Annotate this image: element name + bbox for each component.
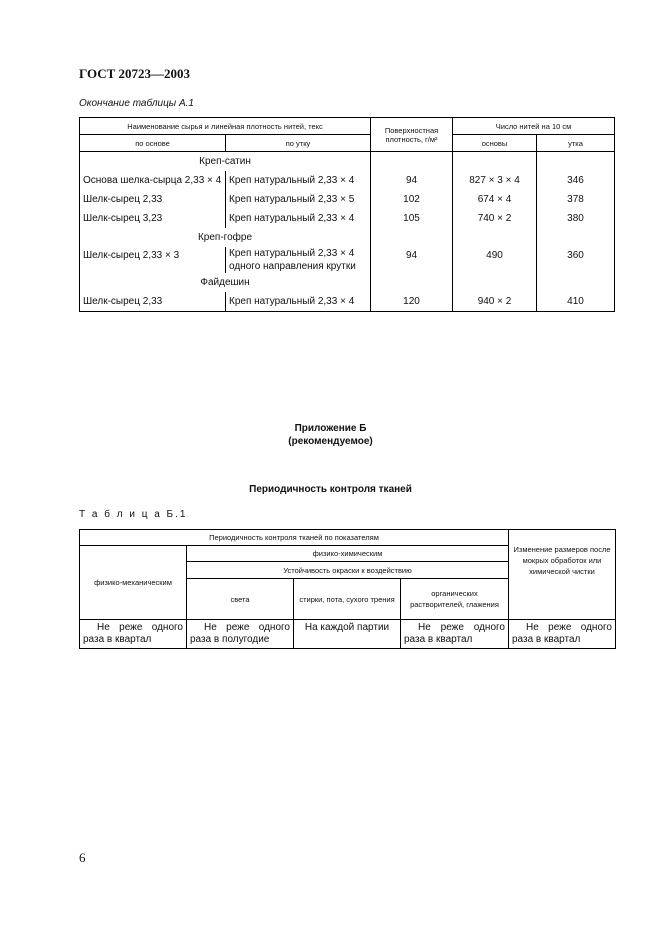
table-row: Шелк-сырец 2,33 Креп натуральный 2,33 × 4… [79, 292, 615, 312]
cell-weft: Креп натуральный 2,33 × 4 одного направл… [225, 247, 372, 273]
header-osnovy: основы [452, 134, 538, 152]
empty-cell [537, 152, 615, 172]
header-name: Наименование сырья и линейная плотность … [78, 117, 372, 135]
cell-weft: Креп натуральный 2,33 × 5 [225, 190, 372, 209]
empty-cell [370, 151, 454, 171]
cell-density: 120 [370, 292, 454, 312]
table-a: Наименование сырья и линейная плотность … [78, 117, 616, 312]
cell-weft: Креп натуральный 2,33 × 4 [225, 209, 372, 228]
value-size: Не реже одного раза в квартал [508, 619, 616, 649]
cell-osnovy: 940 × 2 [452, 292, 538, 312]
header-fastness: Устойчивость окраски к воздействию [186, 561, 509, 579]
header-light: света [186, 578, 294, 620]
header-organic: органических растворителей, глажения [400, 578, 509, 620]
header-warp: по основе [79, 134, 226, 152]
group-title: Файдешин [200, 277, 250, 288]
table-row: Шелк-сырец 2,33 Креп натуральный 2,33 × 5… [79, 190, 615, 209]
table-b: Периодичность контроля тканей по показат… [79, 529, 616, 649]
appendix-title: Приложение Б [294, 423, 367, 434]
cell-density: 102 [370, 190, 454, 209]
cell-warp: Основа шелка-сырца 2,33 × 4 [79, 171, 226, 190]
value-organic: Не реже одного раза в квартал [400, 619, 509, 649]
value-wash: На каждой партии [293, 619, 401, 649]
cell-utka: 380 [567, 213, 584, 224]
header-density: Поверхностная плотность, г/м² [370, 117, 454, 152]
table-b-caption: Т а б л и ц а Б.1 [79, 509, 188, 520]
page-number: 6 [79, 850, 86, 865]
cell-density: 105 [370, 209, 454, 228]
cell-weft: Креп натуральный 2,33 × 4 [225, 292, 372, 312]
appendix-subtitle: (рекомендуемое) [288, 436, 373, 447]
header-main: Периодичность контроля тканей по показат… [79, 529, 509, 546]
table-row: Шелк-сырец 2,33 × 3 Креп натуральный 2,33… [79, 247, 615, 273]
document-header: ГОСТ 20723—2003 [79, 66, 191, 81]
empty-cell [452, 151, 538, 171]
group-title: Креп-сатин [199, 156, 251, 167]
value-mech: Не реже одного раза в квартал [79, 619, 187, 649]
header-chem: физико-химическим [186, 545, 509, 562]
empty-cell [370, 273, 454, 292]
cell-warp: Шелк-сырец 3,23 [79, 209, 226, 228]
header-count: Число нитей на 10 см [452, 117, 616, 135]
group-row: Файдешин [80, 273, 615, 292]
cell-utka: 378 [567, 194, 584, 205]
group-row: Креп-гофре [80, 228, 615, 247]
cell-osnovy: 740 × 2 [452, 209, 538, 228]
cell-osnovy: 827 × 3 × 4 [452, 171, 538, 190]
group-title: Креп-гофре [197, 232, 253, 243]
cell-utka: 346 [567, 175, 584, 186]
cell-warp: Шелк-сырец 2,33 [79, 190, 226, 209]
empty-cell [537, 228, 615, 247]
header-wash: стирки, пота, сухого трения [293, 578, 401, 620]
header-utka: утка [536, 134, 616, 152]
cell-utka: 360 [567, 250, 584, 261]
group-row: Креп-сатин [80, 151, 615, 172]
cell-warp: Шелк-сырец 2,33 [79, 292, 226, 312]
cell-density: 94 [370, 247, 454, 273]
empty-cell [452, 228, 538, 247]
cell-warp: Шелк-сырец 2,33 × 3 [79, 247, 226, 273]
header-size: Изменение размеров после мокрых обработо… [508, 529, 616, 620]
cell-osnovy: 490 [452, 247, 538, 273]
empty-cell [537, 273, 615, 292]
table-row: Шелк-сырец 3,23 Креп натуральный 2,33 × 4… [79, 209, 615, 228]
cell-weft: Креп натуральный 2,33 × 4 [225, 171, 372, 190]
appendix-heading: Периодичность контроля тканей [249, 484, 412, 495]
header-mech: физико-механическим [79, 545, 187, 620]
table-a-caption: Окончание таблицы А.1 [79, 98, 194, 109]
cell-density: 94 [370, 171, 454, 190]
empty-cell [452, 273, 538, 292]
table-row: Основа шелка-сырца 2,33 × 4 Креп натураль… [79, 171, 615, 190]
header-weft: по утку [224, 134, 372, 152]
cell-utka: 410 [567, 296, 584, 307]
value-light: Не реже одного раза в полугодие [186, 619, 294, 649]
empty-cell [370, 228, 454, 247]
cell-osnovy: 674 × 4 [452, 190, 538, 209]
